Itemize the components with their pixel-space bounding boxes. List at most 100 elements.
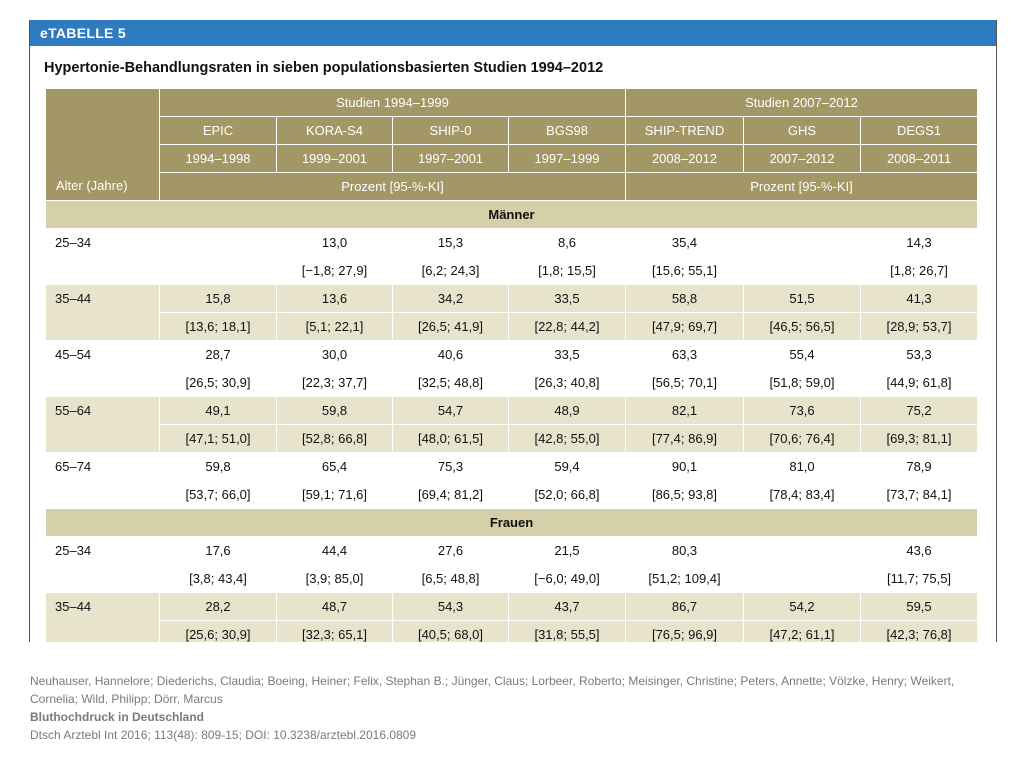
- confidence-interval: [47,2; 61,1]: [743, 620, 861, 642]
- confidence-interval: [73,7; 84,1]: [860, 480, 978, 509]
- study-years: 2008–2011: [860, 144, 978, 173]
- confidence-interval: [48,0; 61,5]: [392, 424, 509, 453]
- rate-value: 49,1: [159, 396, 277, 425]
- section-header: Männer: [45, 200, 978, 229]
- citation-authors: Neuhauser, Hannelore; Diederichs, Claudi…: [30, 674, 955, 706]
- confidence-interval: [46,5; 56,5]: [743, 312, 861, 341]
- rate-value: 17,6: [159, 536, 277, 565]
- confidence-interval: [42,3; 76,8]: [860, 620, 978, 642]
- rate-value: 54,2: [743, 592, 861, 621]
- age-group: 55–64: [45, 396, 160, 453]
- confidence-interval: [52,0; 66,8]: [508, 480, 626, 509]
- confidence-interval: [6,2; 24,3]: [392, 256, 509, 285]
- confidence-interval: [25,6; 30,9]: [159, 620, 277, 642]
- rate-value: 59,8: [276, 396, 393, 425]
- rate-value: 59,5: [860, 592, 978, 621]
- confidence-interval: [28,9; 53,7]: [860, 312, 978, 341]
- rate-value: 55,4: [743, 340, 861, 369]
- study-years: 2008–2012: [625, 144, 744, 173]
- rate-value: 15,3: [392, 228, 509, 257]
- confidence-interval: [22,8; 44,2]: [508, 312, 626, 341]
- age-group: 45–54: [45, 340, 160, 397]
- confidence-interval: [47,9; 69,7]: [625, 312, 744, 341]
- confidence-interval: [51,8; 59,0]: [743, 368, 861, 397]
- confidence-interval: [26,5; 41,9]: [392, 312, 509, 341]
- rate-value: 8,6: [508, 228, 626, 257]
- confidence-interval: [26,3; 40,8]: [508, 368, 626, 397]
- rate-value: 41,3: [860, 284, 978, 313]
- rate-value: [743, 228, 861, 257]
- rate-value: 53,3: [860, 340, 978, 369]
- confidence-interval: [78,4; 83,4]: [743, 480, 861, 509]
- confidence-interval: [−6,0; 49,0]: [508, 564, 626, 593]
- age-group: 35–44: [45, 592, 160, 642]
- age-group: 25–34: [45, 228, 160, 285]
- rate-value: 54,3: [392, 592, 509, 621]
- rate-value: 14,3: [860, 228, 978, 257]
- confidence-interval: [69,4; 81,2]: [392, 480, 509, 509]
- rate-value: 28,2: [159, 592, 277, 621]
- rate-value: 65,4: [276, 452, 393, 481]
- confidence-interval: [743, 256, 861, 285]
- study-name: BGS98: [508, 116, 626, 145]
- rate-value: 48,7: [276, 592, 393, 621]
- rate-value: 43,7: [508, 592, 626, 621]
- rate-value: 48,9: [508, 396, 626, 425]
- confidence-interval: [13,6; 18,1]: [159, 312, 277, 341]
- confidence-interval: [32,3; 65,1]: [276, 620, 393, 642]
- rate-value: 73,6: [743, 396, 861, 425]
- confidence-interval: [1,8; 26,7]: [860, 256, 978, 285]
- study-name: SHIP-0: [392, 116, 509, 145]
- study-name: SHIP-TREND: [625, 116, 744, 145]
- study-years: 1997–2001: [392, 144, 509, 173]
- study-name: KORA-S4: [276, 116, 393, 145]
- confidence-interval: [15,6; 55,1]: [625, 256, 744, 285]
- rate-value: 75,3: [392, 452, 509, 481]
- rate-value: 51,5: [743, 284, 861, 313]
- confidence-interval: [26,5; 30,9]: [159, 368, 277, 397]
- rate-value: 58,8: [625, 284, 744, 313]
- rate-value: 82,1: [625, 396, 744, 425]
- rate-value: 75,2: [860, 396, 978, 425]
- rate-value: [159, 228, 277, 257]
- rate-value: 78,9: [860, 452, 978, 481]
- section-header: Frauen: [45, 508, 978, 537]
- confidence-interval: [31,8; 55,5]: [508, 620, 626, 642]
- confidence-interval: [51,2; 109,4]: [625, 564, 744, 593]
- rate-value: 33,5: [508, 340, 626, 369]
- age-group: 65–74: [45, 452, 160, 509]
- table-tag: eTABELLE 5: [30, 20, 996, 46]
- confidence-interval: [−1,8; 27,9]: [276, 256, 393, 285]
- study-years: 1997–1999: [508, 144, 626, 173]
- group-header-1994: Studien 1994–1999: [159, 88, 626, 117]
- group-header-2007: Studien 2007–2012: [625, 88, 978, 117]
- citation: Neuhauser, Hannelore; Diederichs, Claudi…: [30, 672, 990, 744]
- age-group: 35–44: [45, 284, 160, 341]
- study-years: 2007–2012: [743, 144, 861, 173]
- age-group: 25–34: [45, 536, 160, 593]
- rate-value: 35,4: [625, 228, 744, 257]
- confidence-interval: [77,4; 86,9]: [625, 424, 744, 453]
- rate-value: 13,6: [276, 284, 393, 313]
- unit-header: Prozent [95-%-KI]: [625, 172, 978, 201]
- unit-header: Prozent [95-%-KI]: [159, 172, 626, 201]
- confidence-interval: [69,3; 81,1]: [860, 424, 978, 453]
- confidence-interval: [56,5; 70,1]: [625, 368, 744, 397]
- rate-value: 40,6: [392, 340, 509, 369]
- rate-value: 30,0: [276, 340, 393, 369]
- age-header: Alter (Jahre): [45, 88, 160, 201]
- rate-value: 80,3: [625, 536, 744, 565]
- confidence-interval: [743, 564, 861, 593]
- table-figure: eTABELLE 5 Hypertonie-Behandlungsraten i…: [29, 20, 997, 642]
- rate-value: 86,7: [625, 592, 744, 621]
- confidence-interval: [5,1; 22,1]: [276, 312, 393, 341]
- confidence-interval: [70,6; 76,4]: [743, 424, 861, 453]
- confidence-interval: [159, 256, 277, 285]
- rate-value: 63,3: [625, 340, 744, 369]
- confidence-interval: [1,8; 15,5]: [508, 256, 626, 285]
- confidence-interval: [59,1; 71,6]: [276, 480, 393, 509]
- citation-reference: Dtsch Arztebl Int 2016; 113(48): 809-15;…: [30, 728, 417, 742]
- confidence-interval: [11,7; 75,5]: [860, 564, 978, 593]
- rate-value: 13,0: [276, 228, 393, 257]
- confidence-interval: [32,5; 48,8]: [392, 368, 509, 397]
